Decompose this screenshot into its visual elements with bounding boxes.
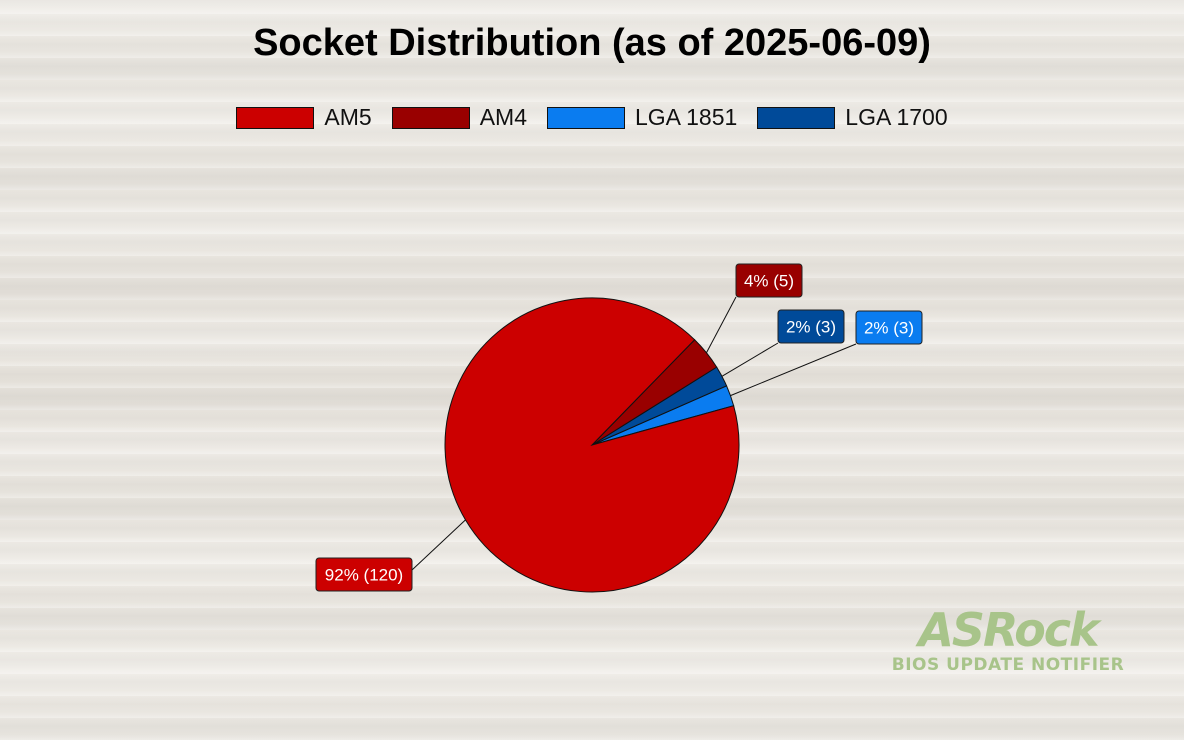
data-label-box-am5	[315, 557, 413, 592]
legend-swatch-am5	[236, 106, 315, 129]
legend-label-lga-1700: LGA 1700	[845, 104, 948, 130]
legend-label-am5: AM5	[324, 104, 372, 130]
data-label-am4: 4% (5)	[744, 272, 794, 291]
data-label-box-lga-1851	[855, 310, 923, 345]
leader-line-lga-1700	[721, 342, 779, 377]
data-label-lga-1851: 2% (3)	[864, 319, 914, 338]
data-label-box-lga-1700	[777, 309, 845, 344]
chart-title: Socket Distribution (as of 2025-06-09)	[253, 22, 931, 64]
logo-tagline: BIOS UPDATE NOTIFIER	[891, 655, 1125, 675]
legend-item-am5: AM5	[236, 104, 372, 131]
legend-label-lga-1851: LGA 1851	[634, 104, 738, 130]
data-label-box-am4	[735, 263, 803, 298]
leader-line-am5	[411, 519, 466, 571]
legend-item-lga-1851: LGA 1851	[546, 104, 738, 131]
legend-item-lga-1700: LGA 1700	[757, 104, 948, 131]
legend-swatch-am4	[391, 106, 470, 129]
chart-legend: AM5 AM4 LGA 1851 LGA 1700	[0, 104, 1184, 131]
legend-label-am4: AM4	[479, 104, 527, 130]
data-label-lga-1700: 2% (3)	[786, 318, 836, 337]
leader-line-am4	[706, 296, 737, 354]
logo-brand: ASRock	[918, 603, 1099, 657]
legend-swatch-lga-1700	[757, 106, 836, 129]
legend-item-am4: AM4	[391, 104, 527, 131]
leader-line-lga-1851	[730, 343, 857, 397]
asrock-logo: ASRock BIOS UPDATE NOTIFIER	[890, 606, 1126, 676]
legend-swatch-lga-1851	[546, 106, 625, 129]
pie-slice-am5	[444, 297, 740, 593]
data-label-am5: 92% (120)	[325, 566, 403, 585]
